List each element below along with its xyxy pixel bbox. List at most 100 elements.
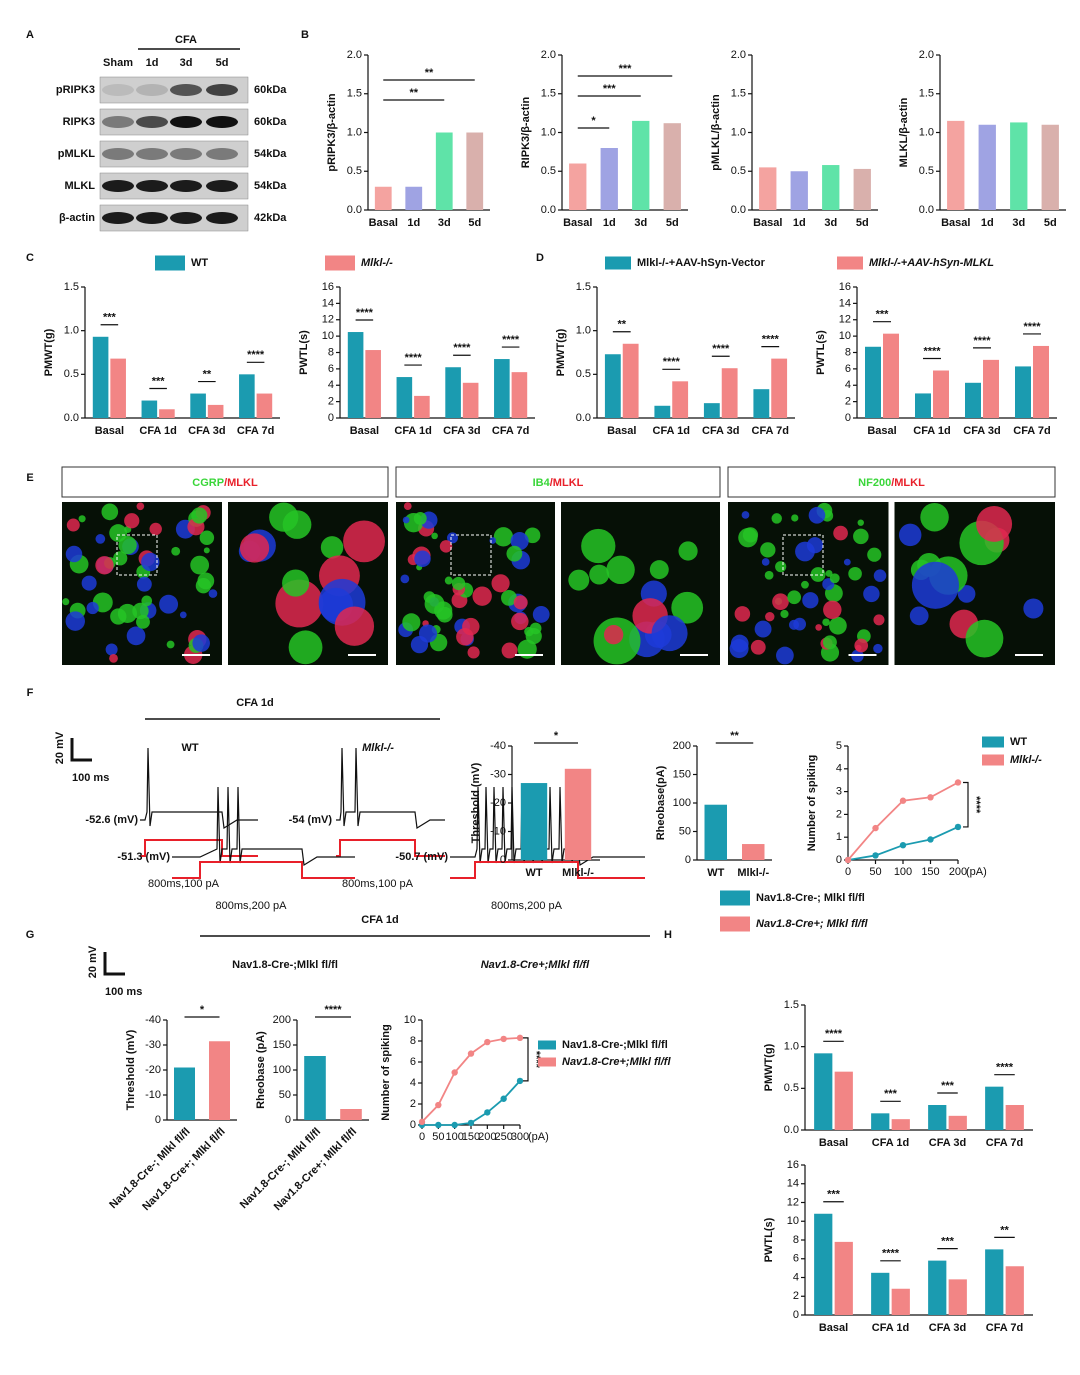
- cell: [166, 640, 175, 649]
- y-tick-label: 2.0: [541, 49, 556, 61]
- y-tick-label: 0.5: [731, 165, 746, 177]
- cell: [678, 541, 698, 561]
- cell: [772, 593, 789, 611]
- legend-label: Mlkl-/-+AAV-hSyn-Vector: [637, 257, 766, 269]
- zoom-box: [116, 534, 158, 576]
- cell: [802, 592, 819, 609]
- x-tick-label: 250: [494, 1131, 512, 1143]
- y-tick-label: 0.0: [731, 204, 746, 216]
- cell: [780, 609, 789, 619]
- y-axis-label: PMWT(g): [43, 328, 55, 376]
- bar: [814, 1213, 833, 1315]
- cell: [472, 586, 492, 606]
- x-tick-label: Basal: [867, 425, 896, 437]
- x-tick-label: WT: [707, 867, 724, 879]
- cell: [833, 525, 848, 541]
- y-tick-label: 150: [673, 768, 691, 780]
- point: [418, 1118, 426, 1126]
- x-tick-label: 50: [869, 866, 881, 878]
- bar: [632, 120, 650, 210]
- y-tick-label: 150: [273, 1039, 291, 1051]
- x-tick-label: 1d: [407, 217, 420, 229]
- x-tick-label: 3d: [1012, 217, 1025, 229]
- significance: ****: [405, 352, 423, 364]
- blot-band: [136, 116, 168, 128]
- header-box: [61, 466, 389, 498]
- significance: ****: [247, 349, 265, 361]
- cell: [141, 552, 160, 572]
- bar: [928, 1260, 947, 1315]
- y-tick-label: 2: [328, 396, 334, 408]
- x-unit: (pA): [966, 866, 987, 878]
- y-tick-label: 4: [328, 379, 334, 391]
- y-tick-label: 4: [793, 1271, 799, 1283]
- cell: [109, 653, 118, 663]
- cell: [854, 638, 869, 653]
- point: [872, 852, 879, 859]
- legend-swatch: [605, 256, 631, 270]
- cell: [823, 600, 842, 620]
- blot-band: [170, 116, 202, 128]
- blot-band: [206, 212, 238, 224]
- bar: [462, 382, 479, 418]
- significance: ****: [762, 334, 780, 346]
- blot-band: [102, 84, 134, 96]
- significance: ***: [876, 309, 890, 321]
- blot-row-label: β-actin: [59, 212, 95, 224]
- cell: [402, 516, 410, 524]
- y-tick-label: 1.5: [64, 281, 79, 293]
- y-tick-label: 0: [845, 412, 851, 424]
- y-tick-label: -30: [490, 768, 506, 780]
- blot-group: Sham: [103, 57, 133, 69]
- bar: [600, 148, 618, 210]
- blot-band: [102, 148, 134, 160]
- y-tick-label: 8: [328, 346, 334, 358]
- cell: [136, 502, 145, 511]
- cell: [124, 513, 140, 529]
- legend-label: Nav1.8-Cre+; Mlkl fl/fl: [756, 918, 869, 930]
- cell: [501, 642, 518, 659]
- cell: [815, 624, 822, 631]
- x-tick-label: CFA 3d: [929, 1322, 967, 1334]
- cell: [66, 518, 80, 532]
- cell: [524, 626, 534, 637]
- legend-label: Mlkl-/-: [1010, 754, 1042, 766]
- cell: [192, 634, 210, 652]
- point: [500, 1095, 507, 1102]
- y-tick-label: 4: [845, 379, 851, 391]
- y-tick-label: 0.5: [784, 1082, 799, 1094]
- y-tick-label: 100: [273, 1064, 291, 1076]
- blot-band: [170, 84, 202, 96]
- y-axis-label: Number of spiking: [806, 755, 818, 852]
- cell: [532, 606, 550, 623]
- x-tick-label: 1d: [603, 217, 616, 229]
- cell: [741, 511, 750, 519]
- cell: [760, 542, 776, 558]
- significance: **: [425, 67, 434, 79]
- significance: ***: [603, 83, 617, 95]
- x-tick-label: 5d: [856, 217, 869, 229]
- bar: [891, 1288, 910, 1315]
- y-tick-label: 0.0: [784, 1124, 799, 1136]
- point: [451, 1069, 458, 1076]
- bar: [1015, 366, 1031, 418]
- significance: ***: [884, 1088, 898, 1100]
- cell-name: Mlkl-/-: [362, 742, 394, 754]
- y-tick-label: 1.0: [347, 126, 362, 138]
- scale-voltage: 20 mV: [54, 731, 66, 764]
- blot-band: [170, 148, 202, 160]
- sig-bracket: [523, 1037, 529, 1082]
- x-tick-label: 3d: [438, 217, 451, 229]
- bar: [742, 844, 765, 860]
- y-tick-label: 12: [787, 1196, 799, 1208]
- y-tick-label: 1.0: [919, 126, 934, 138]
- blot-band: [102, 116, 134, 128]
- cell: [132, 602, 149, 620]
- panel-label: G: [26, 929, 35, 941]
- cell: [898, 523, 922, 547]
- stimulus-step: [172, 861, 355, 879]
- cell: [761, 558, 770, 566]
- cell: [190, 555, 210, 575]
- cell: [776, 646, 794, 665]
- point: [899, 841, 907, 849]
